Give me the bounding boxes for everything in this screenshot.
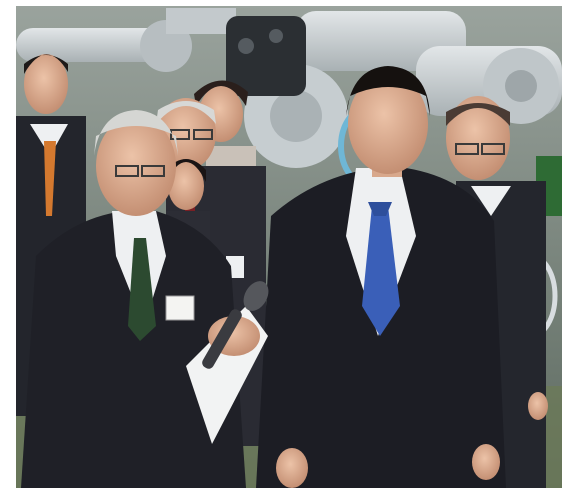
robot-arm-left: [16, 8, 236, 72]
factory-tour-photo: [16, 6, 562, 488]
microphone: [202, 309, 242, 369]
person-center-main: [256, 66, 506, 488]
person-left-speaker: [21, 110, 269, 488]
photo-frame: [16, 6, 562, 488]
robot-arm-right: [416, 46, 562, 216]
